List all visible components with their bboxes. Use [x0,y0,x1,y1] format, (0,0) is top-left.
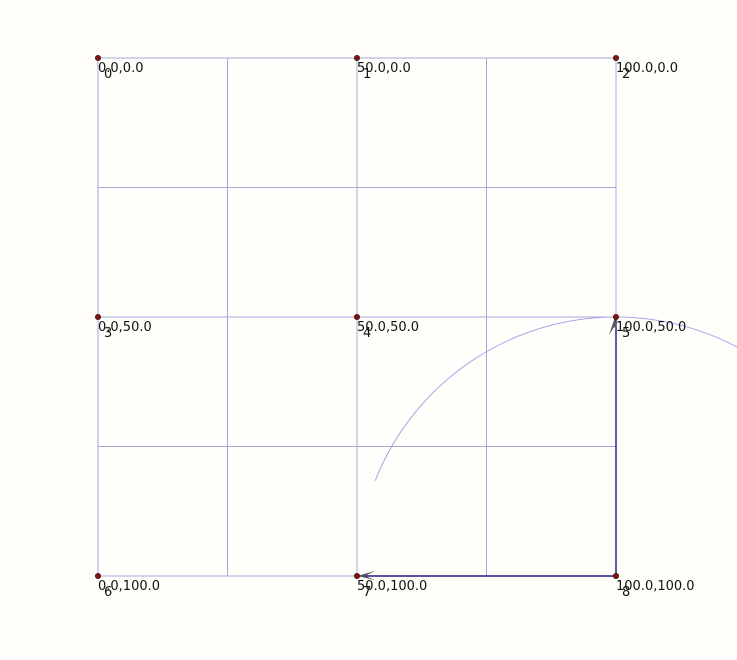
node-coord-label: 100.0,50.0 [616,320,686,335]
grid-node [95,55,100,60]
node-coord-label: 50.0,50.0 [357,320,419,335]
arc-layer [375,317,737,512]
node-coord-label: 50.0,100.0 [357,579,427,594]
node-coord-label: 50.0,0.0 [357,61,411,76]
grid-node [613,314,618,319]
grid-node [613,573,618,578]
node-coord-label: 0.0,100.0 [98,579,160,594]
grid-node [354,573,359,578]
node-coord-label: 0.0,50.0 [98,320,152,335]
tangent-arc [375,317,737,512]
node-coord-label: 100.0,0.0 [616,61,678,76]
node-coord-label: 0.0,0.0 [98,61,143,76]
grid-node [613,55,618,60]
grid-node [95,314,100,319]
grid-node [354,314,359,319]
grid-node [95,573,100,578]
grid-node [354,55,359,60]
node-coord-label: 100.0,100.0 [616,579,695,594]
